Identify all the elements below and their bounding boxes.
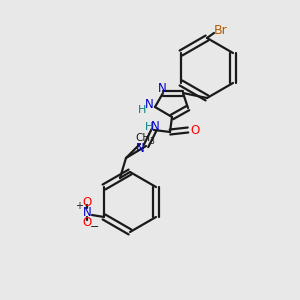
Text: N: N — [151, 121, 159, 134]
Text: −: − — [90, 222, 100, 232]
Text: 3: 3 — [149, 136, 154, 146]
Text: Br: Br — [214, 23, 228, 37]
Text: CH: CH — [135, 133, 151, 143]
Text: N: N — [82, 206, 91, 218]
Text: N: N — [136, 142, 144, 155]
Text: O: O — [82, 196, 91, 208]
Text: H: H — [138, 105, 146, 115]
Text: O: O — [190, 124, 200, 136]
Text: O: O — [82, 217, 91, 230]
Text: N: N — [145, 98, 153, 110]
Text: N: N — [158, 82, 166, 94]
Text: H: H — [145, 122, 153, 132]
Text: +: + — [75, 201, 83, 211]
